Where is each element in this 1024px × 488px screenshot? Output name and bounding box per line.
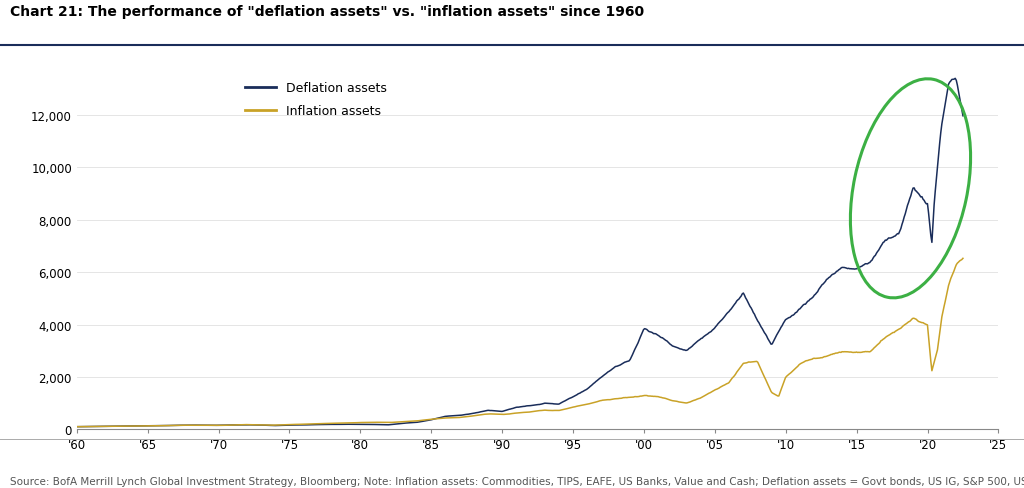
Legend: Deflation assets, Inflation assets: Deflation assets, Inflation assets (240, 77, 392, 123)
Text: Source: BofA Merrill Lynch Global Investment Strategy, Bloomberg; Note: Inflatio: Source: BofA Merrill Lynch Global Invest… (10, 476, 1024, 486)
Text: Chart 21: The performance of "deflation assets" vs. "inflation assets" since 196: Chart 21: The performance of "deflation … (10, 5, 644, 19)
